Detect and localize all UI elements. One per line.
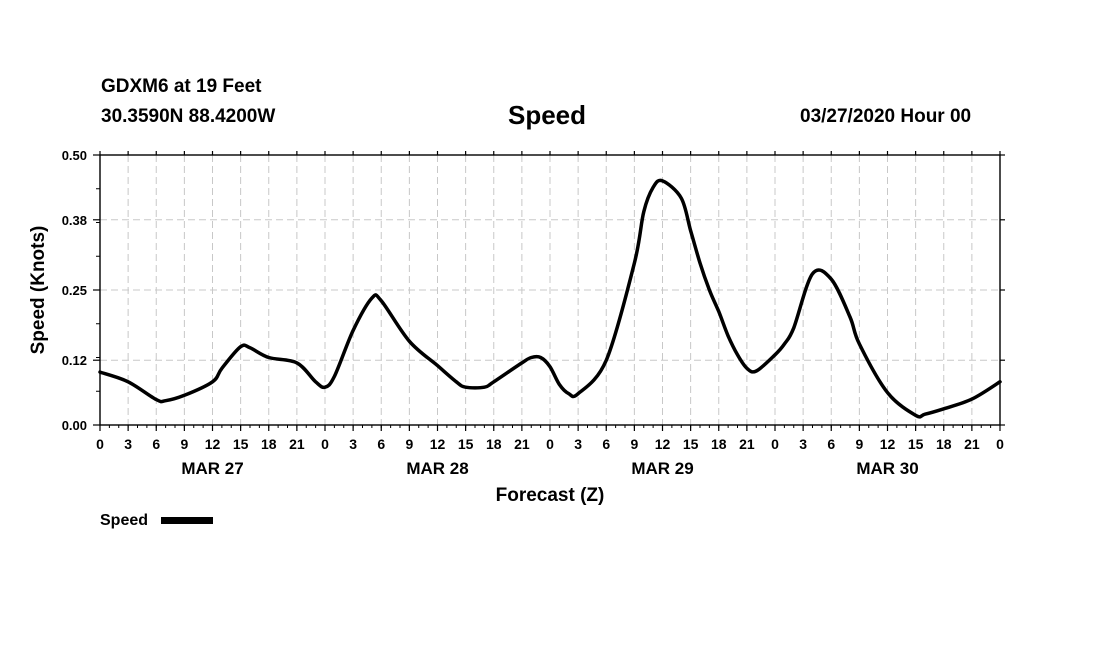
x-tick-label: 15 [683, 436, 699, 452]
x-tick-label: 12 [430, 436, 446, 452]
day-label: MAR 28 [406, 459, 468, 478]
legend-swatch [161, 517, 213, 524]
x-tick-label: 15 [233, 436, 249, 452]
speed-series-line [98, 178, 1002, 419]
day-label: MAR 29 [631, 459, 693, 478]
x-tick-label: 6 [827, 436, 835, 452]
x-tick-label: 12 [205, 436, 221, 452]
x-tick-label: 18 [261, 436, 277, 452]
axis-ticks [93, 151, 1005, 431]
x-tick-label: 21 [289, 436, 305, 452]
x-tick-label: 9 [630, 436, 638, 452]
x-tick-label: 18 [936, 436, 952, 452]
y-axis-title: Speed (Knots) [28, 226, 49, 355]
grid-lines [100, 155, 1000, 425]
axis-labels: 0.00 0.12 0.25 0.38 0.50 0 3 6 9 12 15 18 21 0 3 6 9 12 15… [62, 148, 1004, 478]
y-tick-label: 0.38 [62, 213, 87, 228]
x-tick-label: 0 [321, 436, 329, 452]
x-tick-label: 12 [655, 436, 671, 452]
x-tick-label: 15 [458, 436, 474, 452]
x-tick-label: 21 [739, 436, 755, 452]
x-tick-label: 3 [349, 436, 357, 452]
day-label: MAR 27 [181, 459, 243, 478]
station-coordinates: 30.3590N 88.4200W [101, 106, 276, 127]
y-tick-label: 0.25 [62, 283, 87, 298]
x-tick-label: 21 [514, 436, 530, 452]
x-tick-label: 3 [799, 436, 807, 452]
x-tick-label: 12 [880, 436, 896, 452]
x-tick-label: 0 [771, 436, 779, 452]
x-tick-label: 15 [908, 436, 924, 452]
x-axis-title: Forecast (Z) [496, 485, 605, 506]
chart-title: Speed [508, 100, 587, 130]
x-tick-label: 9 [855, 436, 863, 452]
y-tick-label: 0.50 [62, 148, 87, 163]
x-tick-label: 0 [546, 436, 554, 452]
y-tick-label: 0.00 [62, 418, 87, 433]
legend-label: Speed [100, 512, 148, 529]
y-tick-label: 0.12 [62, 353, 87, 368]
x-tick-label: 3 [574, 436, 582, 452]
x-tick-label: 6 [152, 436, 160, 452]
day-label: MAR 30 [856, 459, 918, 478]
station-name: GDXM6 at 19 Feet [101, 76, 262, 97]
x-tick-label: 9 [405, 436, 413, 452]
x-tick-label: 0 [96, 436, 104, 452]
x-tick-label: 3 [124, 436, 132, 452]
x-tick-label: 9 [180, 436, 188, 452]
x-tick-label: 21 [964, 436, 980, 452]
x-tick-label: 18 [711, 436, 727, 452]
x-tick-label: 6 [377, 436, 385, 452]
x-tick-label: 18 [486, 436, 502, 452]
x-tick-label: 0 [996, 436, 1004, 452]
forecast-run-time: 03/27/2020 Hour 00 [800, 106, 972, 127]
x-tick-label: 6 [602, 436, 610, 452]
